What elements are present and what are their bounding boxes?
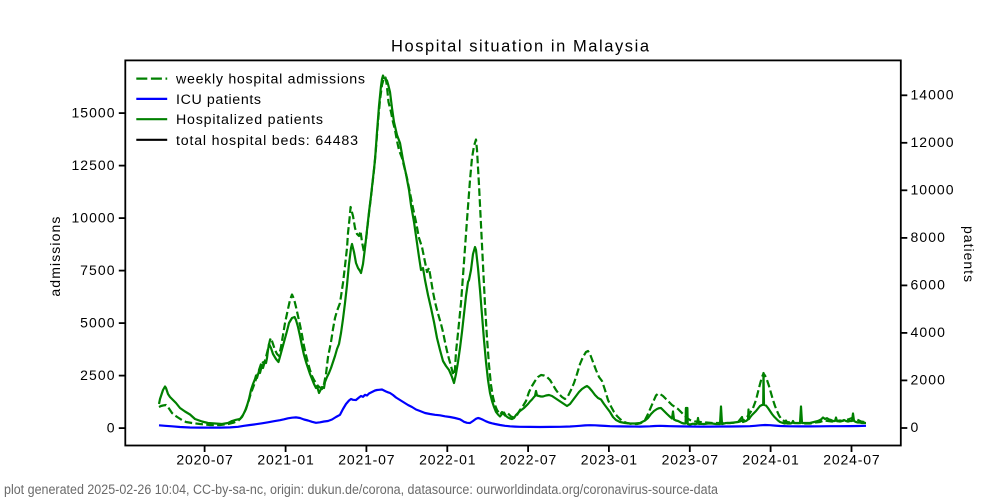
svg-text:12500: 12500 bbox=[72, 157, 115, 173]
svg-text:8000: 8000 bbox=[911, 229, 946, 245]
svg-text:2024-01: 2024-01 bbox=[742, 451, 799, 467]
svg-text:2500: 2500 bbox=[80, 367, 115, 383]
svg-text:patients: patients bbox=[961, 226, 977, 282]
svg-text:10000: 10000 bbox=[911, 182, 954, 198]
svg-text:2023-07: 2023-07 bbox=[662, 451, 719, 467]
svg-text:6000: 6000 bbox=[911, 277, 946, 293]
svg-text:2022-07: 2022-07 bbox=[500, 451, 557, 467]
svg-text:admissions: admissions bbox=[47, 217, 63, 297]
svg-text:4000: 4000 bbox=[911, 324, 946, 340]
svg-text:plot generated 2025-02-26 10:0: plot generated 2025-02-26 10:04, CC-by-s… bbox=[4, 482, 718, 497]
svg-text:ICU patients: ICU patients bbox=[176, 92, 261, 108]
svg-text:2021-07: 2021-07 bbox=[338, 451, 395, 467]
svg-text:Hospital situation in Malaysia: Hospital situation in Malaysia bbox=[391, 37, 650, 55]
svg-text:0: 0 bbox=[911, 419, 919, 435]
svg-text:0: 0 bbox=[107, 419, 115, 435]
svg-text:12000: 12000 bbox=[911, 134, 954, 150]
svg-text:2020-07: 2020-07 bbox=[176, 451, 233, 467]
svg-text:Hospitalized patients: Hospitalized patients bbox=[176, 112, 323, 128]
svg-text:2021-01: 2021-01 bbox=[257, 451, 314, 467]
svg-text:2000: 2000 bbox=[911, 372, 946, 388]
svg-text:7500: 7500 bbox=[80, 262, 115, 278]
svg-text:2024-07: 2024-07 bbox=[823, 451, 880, 467]
svg-text:2022-01: 2022-01 bbox=[419, 451, 476, 467]
svg-text:10000: 10000 bbox=[72, 209, 115, 225]
svg-text:15000: 15000 bbox=[72, 104, 115, 120]
svg-text:2023-01: 2023-01 bbox=[581, 451, 638, 467]
svg-text:14000: 14000 bbox=[911, 87, 954, 103]
svg-text:5000: 5000 bbox=[80, 314, 115, 330]
svg-text:weekly hospital admissions: weekly hospital admissions bbox=[175, 72, 365, 88]
svg-text:total hospital beds: 64483: total hospital beds: 64483 bbox=[176, 133, 358, 149]
